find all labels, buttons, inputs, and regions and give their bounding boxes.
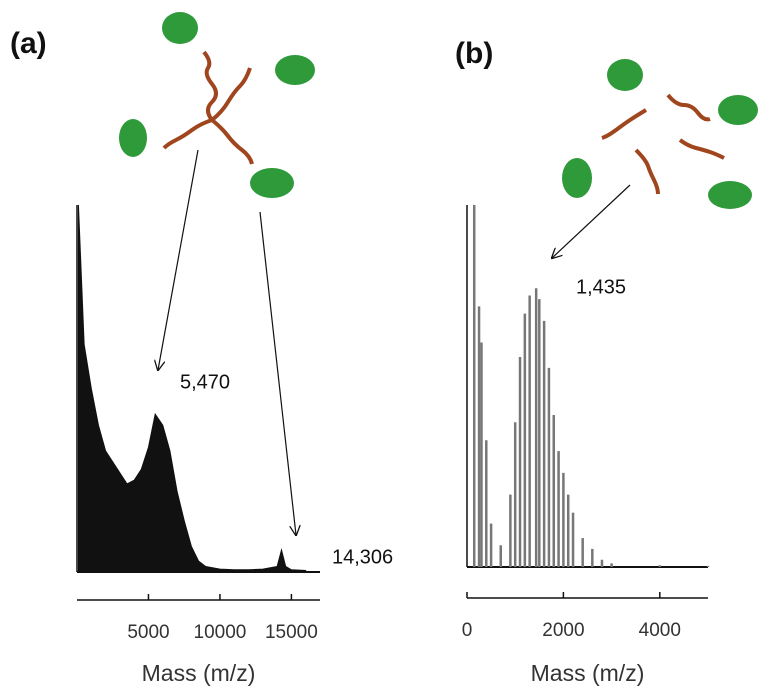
arrow xyxy=(158,149,199,370)
x-tick-label: 0 xyxy=(462,620,473,641)
panel-label: (b) xyxy=(455,37,493,70)
annotation: 1,435 xyxy=(576,276,626,298)
x-tick-label: 4000 xyxy=(639,620,681,641)
arrow xyxy=(552,184,631,258)
arrow xyxy=(259,211,296,535)
chain-a xyxy=(162,50,254,165)
annotation: 14,306 xyxy=(332,546,393,568)
illustration-a xyxy=(119,12,315,198)
spectrum-area xyxy=(77,204,307,573)
panel-label: (a) xyxy=(10,27,47,60)
x-tick-label: 5000 xyxy=(127,622,169,643)
illustration-b xyxy=(562,59,758,209)
x-tick-label: 2000 xyxy=(542,620,584,641)
x-axis-label: Mass (m/z) xyxy=(142,660,256,686)
x-tick-label: 15000 xyxy=(265,622,318,643)
chain-b xyxy=(601,93,725,195)
annotation: 5,470 xyxy=(180,371,230,393)
x-tick-label: 10000 xyxy=(194,622,247,643)
x-axis-label: Mass (m/z) xyxy=(531,660,645,686)
